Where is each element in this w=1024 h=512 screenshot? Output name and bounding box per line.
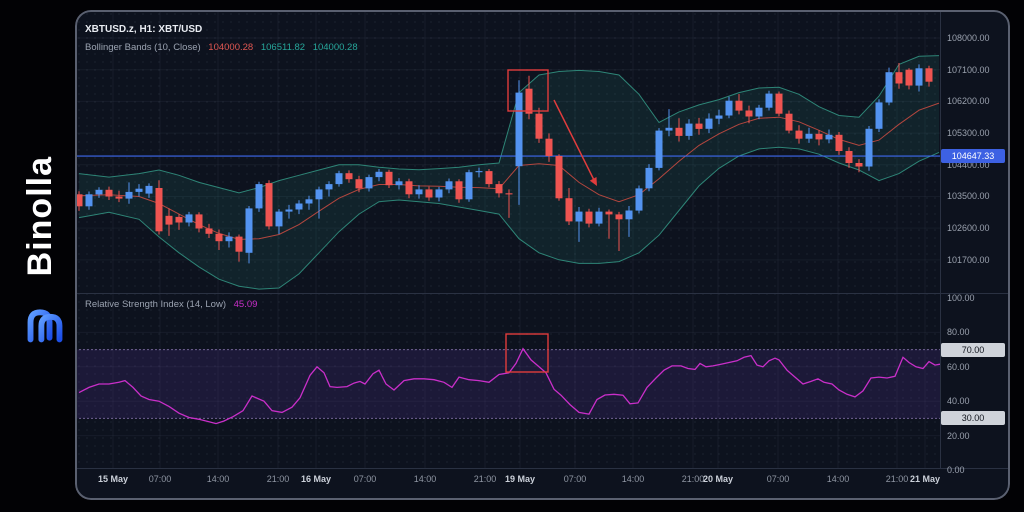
- rsi-line: [78, 347, 941, 425]
- time-axis-label[interactable]: 19 May: [504, 474, 536, 484]
- rsi-axis-label[interactable]: 60.00: [947, 361, 970, 372]
- brand-rail: Binolla: [0, 0, 75, 512]
- bollinger-upper-value: 106511.82: [260, 42, 306, 53]
- bollinger-fill: [79, 55, 939, 290]
- binolla-m-icon: [26, 306, 64, 349]
- rsi-oversold-badge: 30.00: [941, 411, 1005, 425]
- price-axis-separator: [940, 10, 941, 468]
- time-axis-label[interactable]: 20 May: [702, 474, 734, 484]
- price-axis-label[interactable]: 104400.00: [947, 159, 990, 170]
- time-axis-label[interactable]: 21:00: [885, 474, 909, 484]
- brand-name: Binolla: [21, 156, 59, 277]
- time-axis-label[interactable]: 07:00: [563, 474, 587, 484]
- time-axis-label[interactable]: 15 May: [97, 474, 129, 484]
- symbol-title: XBTUSD.z, H1: XBT/USD: [85, 24, 203, 35]
- time-axis-label[interactable]: 07:00: [148, 474, 172, 484]
- time-axis-label[interactable]: 14:00: [413, 474, 437, 484]
- annotation-arrowhead: [589, 177, 597, 186]
- chart-panel: XBTUSD.z, H1: XBT/USD Bollinger Bands (1…: [75, 10, 1010, 500]
- price-axis-label[interactable]: 105300.00: [947, 128, 990, 139]
- price-axis-label[interactable]: 101700.00: [947, 254, 990, 265]
- annotation-arrow: [553, 99, 596, 183]
- current-price-badge: 104647.33: [941, 149, 1005, 163]
- time-axis-label[interactable]: 21:00: [266, 474, 290, 484]
- rsi-label: Relative Strength Index (14, Low): [85, 299, 226, 310]
- time-axis-label[interactable]: 21 May: [909, 474, 941, 484]
- rsi-axis-label[interactable]: 20.00: [947, 430, 970, 441]
- price-axis-label[interactable]: 108000.00: [947, 33, 990, 43]
- price-axis-label[interactable]: 102600.00: [947, 223, 990, 234]
- rsi-axis-label[interactable]: 40.00: [947, 396, 970, 407]
- time-axis-separator: [75, 468, 1010, 469]
- rsi-zone: [75, 349, 940, 419]
- time-axis-label[interactable]: 14:00: [206, 474, 230, 484]
- price-axis-label[interactable]: 103500.00: [947, 191, 990, 202]
- rsi-overbought-badge: 70.00: [941, 343, 1005, 357]
- bollinger-basis-value: 104000.28: [208, 42, 254, 53]
- pane-separator[interactable]: [75, 293, 1010, 294]
- annotation-rect-main: [507, 69, 549, 112]
- time-axis-label[interactable]: 21:00: [473, 474, 497, 484]
- bollinger-label: Bollinger Bands (10, Close): [85, 42, 201, 53]
- time-axis-label[interactable]: 14:00: [621, 474, 645, 484]
- rsi-legend: Relative Strength Index (14, Low) 45.09: [85, 299, 257, 310]
- rsi-value: 45.09: [233, 299, 258, 310]
- time-axis-label[interactable]: 07:00: [353, 474, 377, 484]
- candles: [75, 63, 933, 264]
- rsi-axis-label[interactable]: 80.00: [947, 327, 970, 338]
- bollinger-lower-value: 104000.28: [312, 42, 358, 53]
- time-axis-label[interactable]: 14:00: [826, 474, 850, 484]
- price-axis-label[interactable]: 107100.00: [947, 64, 990, 75]
- bollinger-lower: [78, 146, 940, 290]
- rsi-axis-label[interactable]: 100.00: [947, 293, 975, 303]
- time-axis-label[interactable]: 07:00: [766, 474, 790, 484]
- time-axis-label[interactable]: 16 May: [300, 474, 332, 484]
- time-axis-label[interactable]: 21:00: [681, 474, 705, 484]
- rsi-axis-label[interactable]: 0.00: [947, 465, 965, 475]
- bollinger-legend: Bollinger Bands (10, Close) 104000.28 10…: [85, 42, 358, 53]
- price-axis-label[interactable]: 106200.00: [947, 96, 990, 107]
- annotation-rect-rsi: [505, 333, 549, 373]
- price-chart-svg[interactable]: [75, 10, 1010, 468]
